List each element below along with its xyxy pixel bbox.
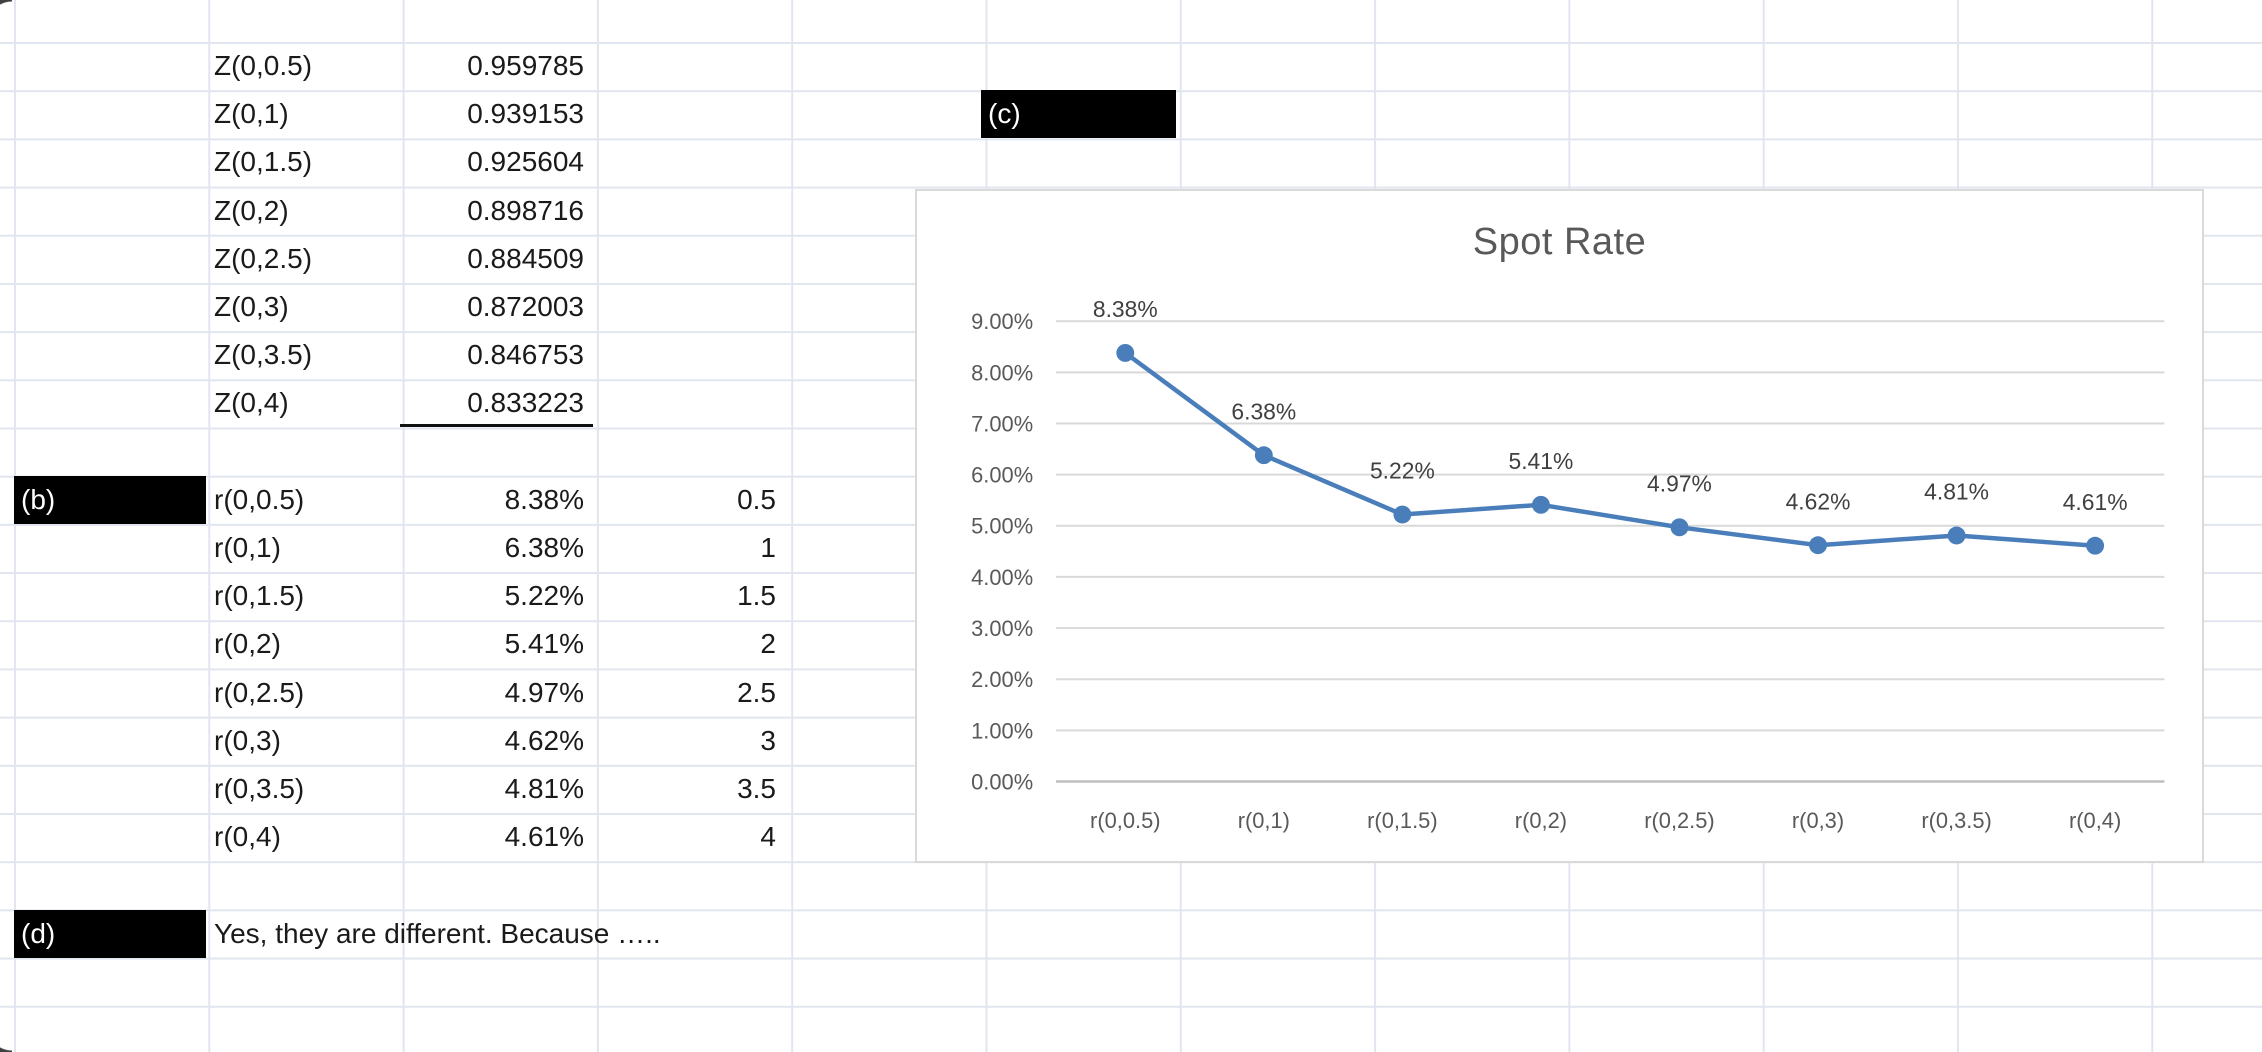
cell-r-label[interactable]: r(0,2): [214, 628, 281, 659]
window-corner-bottom-left: [0, 1026, 12, 1052]
cell-d-answer[interactable]: Yes, they are different. Because …..: [214, 918, 661, 949]
cell-z-value[interactable]: 0.872003: [467, 291, 584, 322]
y-tick-label: 3.00%: [971, 616, 1033, 641]
cell-z-label[interactable]: Z(0,3.5): [214, 339, 313, 370]
x-tick-label: r(0,1): [1238, 808, 1290, 833]
cell-r-maturity[interactable]: 4: [760, 821, 776, 852]
cell-z-value[interactable]: 0.898716: [467, 195, 584, 226]
cell-r-label[interactable]: r(0,1.5): [214, 580, 305, 611]
cell-r-maturity[interactable]: 3.5: [737, 773, 776, 804]
section-marker-b[interactable]: (b): [14, 476, 206, 524]
cell-z-label[interactable]: Z(0,2): [214, 195, 289, 226]
cell-z-value[interactable]: 0.939153: [467, 98, 584, 129]
cell-r-label[interactable]: r(0,0.5): [214, 484, 305, 515]
cell-r-maturity[interactable]: 3: [760, 725, 776, 756]
section-marker-c[interactable]: (c): [981, 90, 1176, 138]
cell-z-value-total[interactable]: 0.833223: [400, 379, 593, 427]
cell-r-rate[interactable]: 4.62%: [504, 725, 584, 756]
data-point-label: 6.38%: [1231, 398, 1296, 424]
data-point-label: 8.38%: [1093, 296, 1158, 322]
y-tick-label: 2.00%: [971, 667, 1033, 692]
cell-r-rate[interactable]: 8.38%: [504, 484, 584, 515]
cell-z-value[interactable]: 0.846753: [467, 339, 584, 370]
cell-z-label[interactable]: Z(0,1.5): [214, 146, 313, 177]
cell-r-maturity[interactable]: 2: [760, 628, 776, 659]
data-point-marker: [1393, 505, 1412, 524]
cell-z-label[interactable]: Z(0,4): [214, 387, 289, 418]
cell-r-label[interactable]: r(0,2.5): [214, 677, 305, 708]
spot-rate-chart[interactable]: Spot Rate 9.00% 8.00% 7.00% 6.00% 5.00% 4.00%…: [915, 189, 2204, 863]
cell-r-label[interactable]: r(0,1): [214, 532, 281, 563]
y-tick-label: 8.00%: [971, 360, 1033, 385]
cell-r-rate[interactable]: 5.41%: [504, 628, 584, 659]
data-point-label: 4.62%: [1786, 488, 1851, 514]
data-point-marker: [1116, 343, 1135, 362]
data-point-marker: [1809, 536, 1827, 555]
cell-r-rate[interactable]: 4.97%: [504, 677, 584, 708]
cell-r-rate[interactable]: 5.22%: [504, 580, 584, 611]
x-tick-label: r(0,3.5): [1921, 808, 1991, 833]
x-tick-label: r(0,0.5): [1090, 808, 1160, 833]
cell-r-maturity[interactable]: 1.5: [737, 580, 776, 611]
data-point-marker: [1531, 495, 1550, 514]
data-point-marker: [1670, 518, 1689, 537]
x-tick-label: r(0,2.5): [1644, 808, 1714, 833]
cell-r-maturity[interactable]: 2.5: [737, 677, 776, 708]
cell-z-label[interactable]: Z(0,0.5): [214, 50, 313, 81]
data-point-label: 5.41%: [1509, 448, 1574, 474]
cell-z-value[interactable]: 0.925604: [467, 146, 584, 177]
window-corner-top-left: [0, 0, 12, 26]
y-tick-label: 5.00%: [971, 514, 1033, 539]
series-line: [1123, 350, 2098, 548]
x-tick-label: r(0,3): [1792, 808, 1844, 833]
data-point-marker: [1254, 446, 1273, 465]
cell-r-label[interactable]: r(0,3.5): [214, 773, 305, 804]
cell-r-label[interactable]: r(0,3): [214, 725, 281, 756]
cell-r-rate[interactable]: 4.61%: [504, 821, 584, 852]
data-point-label: 4.81%: [1924, 479, 1989, 505]
y-tick-label: 6.00%: [971, 463, 1033, 488]
y-tick-label: 9.00%: [971, 309, 1033, 334]
x-tick-label: r(0,4): [2069, 808, 2121, 833]
cell-z-value[interactable]: 0.959785: [467, 50, 584, 81]
y-tick-label: 0.00%: [971, 769, 1033, 794]
x-tick-label: r(0,2): [1515, 808, 1567, 833]
data-point-marker: [2086, 536, 2105, 555]
cell-r-label[interactable]: r(0,4): [214, 821, 281, 852]
data-point-marker: [1947, 526, 1966, 545]
cell-z-label[interactable]: Z(0,1): [214, 98, 289, 129]
x-tick-label: r(0,1.5): [1367, 808, 1437, 833]
data-point-label: 5.22%: [1370, 458, 1435, 484]
data-point-label: 4.97%: [1647, 471, 1712, 497]
section-marker-d[interactable]: (d): [14, 910, 206, 958]
cell-r-rate[interactable]: 4.81%: [504, 773, 584, 804]
y-tick-label: 1.00%: [971, 718, 1033, 743]
chart-canvas: 9.00% 8.00% 7.00% 6.00% 5.00% 4.00% 3.00% 2.00%…: [971, 296, 2165, 833]
y-tick-label: 7.00%: [971, 411, 1033, 436]
y-tick-label: 4.00%: [971, 565, 1033, 590]
cell-z-label[interactable]: Z(0,3): [214, 291, 289, 322]
cell-r-maturity[interactable]: 0.5: [737, 484, 776, 515]
cell-z-label[interactable]: Z(0,2.5): [214, 243, 313, 274]
cell-z-value[interactable]: 0.884509: [467, 243, 584, 274]
data-point-label: 4.61%: [2063, 489, 2128, 515]
cell-r-rate[interactable]: 6.38%: [504, 532, 584, 563]
chart-title: Spot Rate: [1472, 221, 1647, 263]
cell-r-maturity[interactable]: 1: [760, 532, 776, 563]
